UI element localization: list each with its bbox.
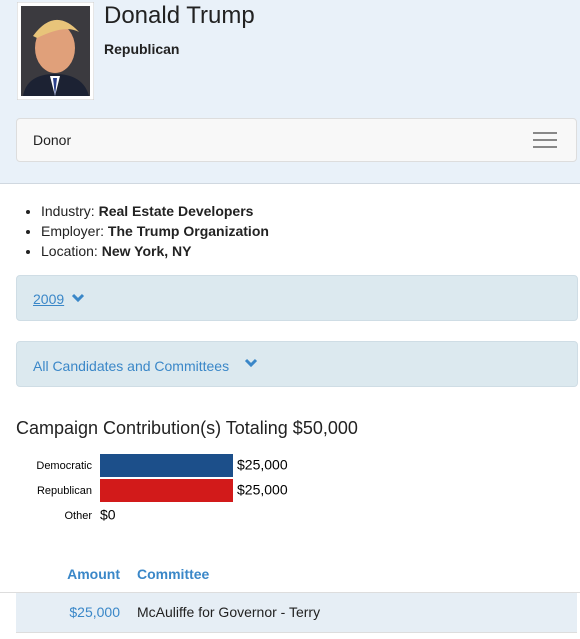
category-label: Republican <box>37 485 92 497</box>
category-label: Democratic <box>36 460 92 472</box>
donor-name: Donald Trump <box>104 2 255 29</box>
menu-button[interactable] <box>533 131 559 149</box>
photo <box>17 2 94 100</box>
detail-item: Location: New York, NY <box>41 243 269 259</box>
table-row: $25,000 McAuliffe for Governor - Terry <box>16 593 577 633</box>
navbar: Donor <box>16 118 577 162</box>
header: Donald Trump Republican Donor <box>0 0 580 184</box>
amount-cell: $25,000 <box>69 604 120 620</box>
bar <box>100 454 233 477</box>
nav-label: Donor <box>33 132 72 148</box>
chart-title: Campaign Contribution(s) Totaling $50,00… <box>16 418 358 438</box>
year-panel[interactable]: 2009 <box>16 275 578 321</box>
party: Republican <box>104 41 180 57</box>
scope-link[interactable]: All Candidates and Committees <box>33 358 230 374</box>
column-header: Amount <box>67 566 120 582</box>
detail-value: The Trump Organization <box>107 223 269 239</box>
table-header: Amount Committee <box>0 562 580 593</box>
year-link[interactable]: 2009 <box>33 291 65 307</box>
category-label: Other <box>64 510 92 522</box>
scope-panel[interactable]: All Candidates and Committees <box>16 341 578 387</box>
chevron <box>244 358 258 368</box>
detail-label: Location: <box>41 243 98 259</box>
column-header: Committee <box>137 566 210 582</box>
chart: Democratic $25,000 Republican $25,000 Other $… <box>36 454 288 523</box>
committee-cell: McAuliffe for Governor - Terry <box>137 604 321 620</box>
value-label: $0 <box>100 507 116 523</box>
detail-label: Industry: <box>41 203 95 219</box>
table-body: $25,000 McAuliffe for Governor - Terry <box>16 593 577 633</box>
value-label: $25,000 <box>237 482 288 498</box>
detail-value: Real Estate Developers <box>98 203 254 219</box>
value-label: $25,000 <box>237 457 288 473</box>
chevron <box>71 293 85 303</box>
detail-value: New York, NY <box>101 243 192 259</box>
detail-item: Industry: Real Estate Developers <box>41 203 269 219</box>
detail-label: Employer: <box>41 223 105 239</box>
details-list: Industry: Real Estate Developers Employer… <box>0 203 269 263</box>
detail-item: Employer: The Trump Organization <box>41 223 269 239</box>
bar <box>100 479 233 502</box>
